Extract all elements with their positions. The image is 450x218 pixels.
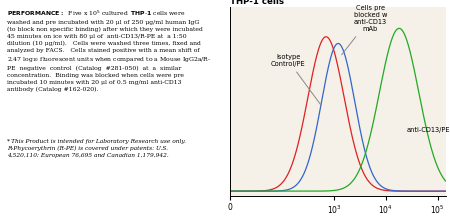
Text: Binding of anti-CD13/PE to human
THP-1 cells: Binding of anti-CD13/PE to human THP-1 c… [230, 0, 396, 6]
Text: anti-CD13/PE: anti-CD13/PE [406, 127, 450, 133]
Text: * This Product is intended for Laboratory Research use only.
R-Phycoerythrin (R-: * This Product is intended for Laborator… [7, 139, 185, 158]
Text: $\bf{PERFORMANCE:}$  Five x 10$^5$ cultured  $\bf{THP}$-$\bf{1}$ cells were
wash: $\bf{PERFORMANCE:}$ Five x 10$^5$ cultur… [7, 9, 211, 92]
Text: Cells pre
blocked w
anti-CD13
mAb: Cells pre blocked w anti-CD13 mAb [342, 5, 387, 55]
Text: Isotype
Control/PE: Isotype Control/PE [271, 54, 321, 105]
